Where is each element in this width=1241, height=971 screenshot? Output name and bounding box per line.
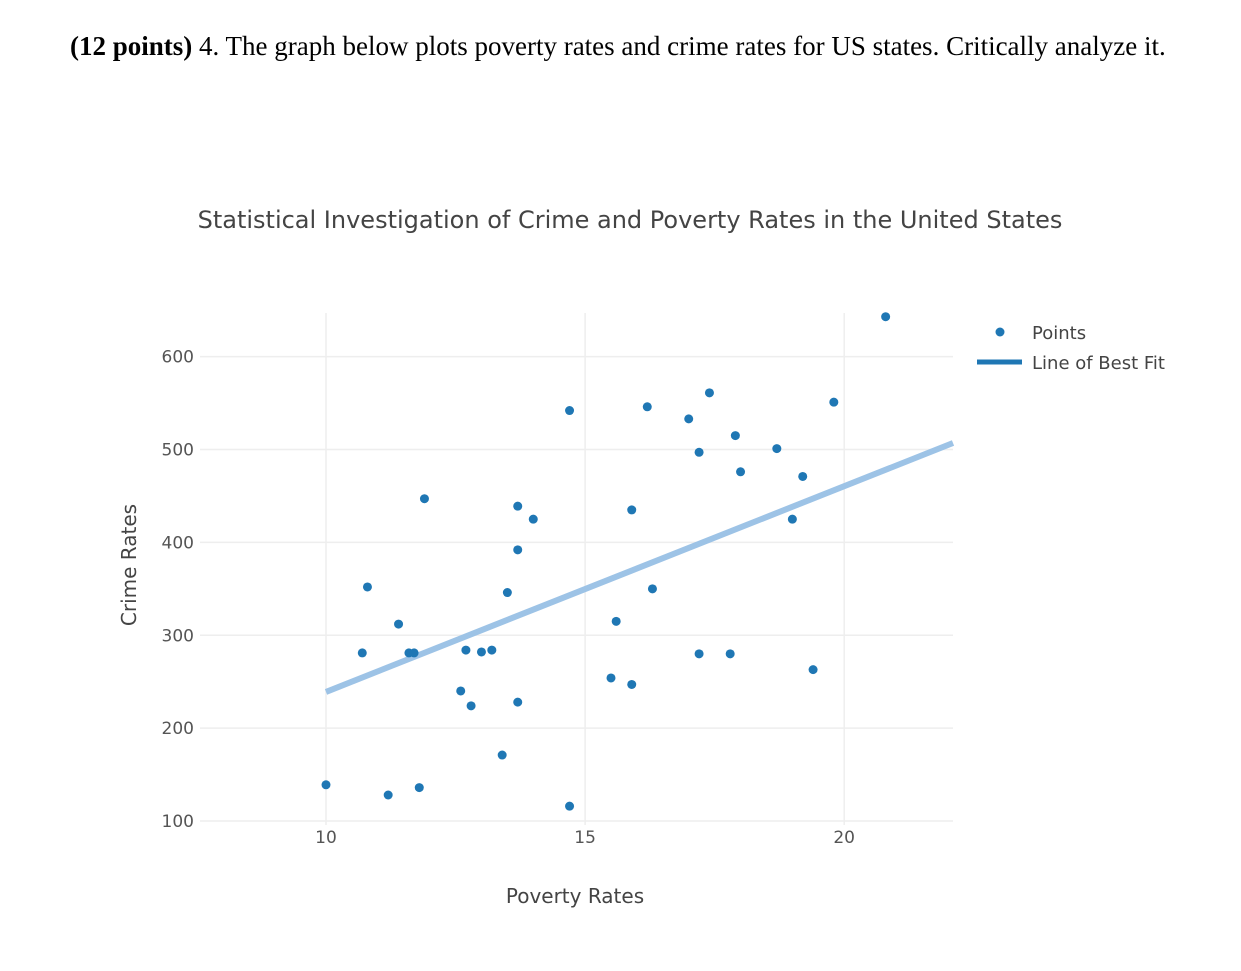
x-tick-label: 10	[315, 828, 337, 848]
data-point	[466, 701, 476, 711]
y-tick-label: 400	[162, 533, 194, 553]
question-points-label: (12 points)	[70, 31, 193, 61]
data-point	[704, 388, 714, 398]
data-point	[528, 514, 538, 524]
points-layer	[321, 312, 891, 811]
x-axis-label: Poverty Rates	[506, 884, 644, 908]
data-point	[502, 588, 512, 598]
data-point	[829, 397, 839, 407]
data-point	[513, 545, 523, 555]
data-point	[787, 514, 797, 524]
y-tick-label: 200	[162, 719, 194, 739]
data-point	[321, 780, 331, 790]
data-point	[684, 414, 694, 424]
legend-fit-line-label: Line of Best Fit	[1032, 353, 1165, 374]
data-point	[808, 665, 818, 675]
data-point	[627, 679, 637, 689]
question-text: (12 points) 4. The graph below plots pov…	[70, 30, 1190, 63]
x-tick-labels: 10 15 20	[315, 828, 855, 848]
data-point	[513, 501, 523, 511]
grid-lines	[200, 313, 953, 825]
data-point	[736, 467, 746, 477]
data-point	[730, 431, 740, 441]
data-point	[497, 750, 507, 760]
data-point	[694, 649, 704, 659]
legend-points-marker	[995, 327, 1005, 337]
data-point	[461, 645, 471, 655]
data-point	[357, 648, 367, 658]
x-tick-label: 15	[574, 828, 596, 848]
data-point	[394, 619, 404, 629]
data-point	[725, 649, 735, 659]
data-point	[513, 697, 523, 707]
data-point	[694, 447, 704, 457]
data-point	[383, 790, 393, 800]
y-tick-label: 600	[162, 348, 194, 368]
data-point	[487, 645, 497, 655]
data-point	[606, 673, 616, 683]
data-point	[414, 783, 424, 793]
y-axis-label: Crime Rates	[117, 504, 141, 626]
y-tick-labels: 100 200 300 400 500 600	[162, 348, 194, 832]
data-point	[419, 494, 429, 504]
chart-title: Statistical Investigation of Crime and P…	[198, 206, 1063, 234]
legend-points-label: Points	[1032, 323, 1086, 344]
question-body: 4. The graph below plots poverty rates a…	[192, 31, 1166, 61]
data-point	[798, 471, 808, 481]
data-point	[362, 582, 372, 592]
fit-line-layer	[324, 440, 955, 695]
data-point	[642, 402, 652, 412]
data-point	[565, 801, 575, 811]
fit-line	[324, 440, 955, 695]
y-tick-label: 500	[162, 441, 194, 461]
data-point	[772, 444, 782, 454]
x-tick-label: 20	[833, 828, 855, 848]
data-point	[409, 648, 419, 658]
data-point	[881, 312, 891, 322]
data-point	[456, 686, 466, 696]
legend: Points Line of Best Fit	[977, 323, 1165, 374]
data-point	[476, 647, 486, 657]
data-point	[627, 505, 637, 515]
data-point	[647, 584, 657, 594]
data-point	[611, 616, 621, 626]
data-point	[565, 406, 575, 416]
y-tick-label: 300	[162, 626, 194, 646]
y-tick-label: 100	[162, 812, 194, 832]
